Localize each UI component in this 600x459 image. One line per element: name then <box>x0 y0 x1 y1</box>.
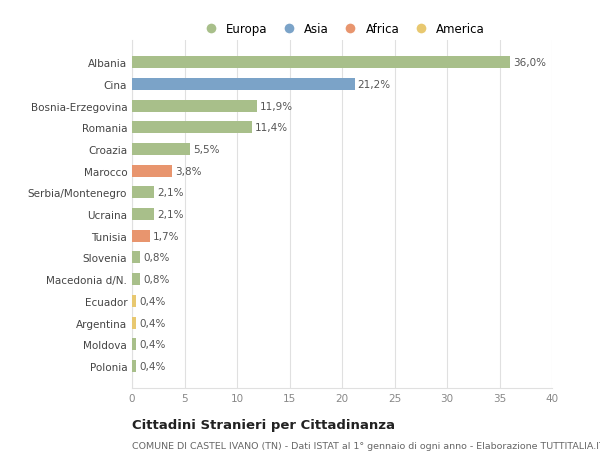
Text: 0,4%: 0,4% <box>139 318 166 328</box>
Bar <box>132 187 154 199</box>
Text: 3,8%: 3,8% <box>175 166 202 176</box>
Text: 0,8%: 0,8% <box>143 274 170 285</box>
Bar <box>132 360 136 372</box>
Text: COMUNE DI CASTEL IVANO (TN) - Dati ISTAT al 1° gennaio di ogni anno - Elaborazio: COMUNE DI CASTEL IVANO (TN) - Dati ISTAT… <box>132 441 600 450</box>
Text: 11,9%: 11,9% <box>260 101 293 112</box>
Bar <box>132 339 136 351</box>
Text: 2,1%: 2,1% <box>157 210 184 219</box>
Bar <box>132 144 190 156</box>
Text: 0,4%: 0,4% <box>139 340 166 349</box>
Text: Cittadini Stranieri per Cittadinanza: Cittadini Stranieri per Cittadinanza <box>132 418 395 431</box>
Bar <box>132 78 355 90</box>
Bar <box>132 57 510 69</box>
Text: 0,8%: 0,8% <box>143 253 170 263</box>
Bar <box>132 230 150 242</box>
Text: 11,4%: 11,4% <box>255 123 288 133</box>
Legend: Europa, Asia, Africa, America: Europa, Asia, Africa, America <box>196 19 488 39</box>
Bar <box>132 122 252 134</box>
Text: 1,7%: 1,7% <box>153 231 179 241</box>
Bar <box>132 274 140 285</box>
Text: 21,2%: 21,2% <box>358 80 391 90</box>
Bar <box>132 252 140 264</box>
Bar <box>132 209 154 220</box>
Bar <box>132 295 136 307</box>
Bar <box>132 317 136 329</box>
Text: 0,4%: 0,4% <box>139 296 166 306</box>
Text: 36,0%: 36,0% <box>513 58 546 68</box>
Bar <box>132 101 257 112</box>
Text: 2,1%: 2,1% <box>157 188 184 198</box>
Bar <box>132 165 172 177</box>
Text: 5,5%: 5,5% <box>193 145 220 155</box>
Text: 0,4%: 0,4% <box>139 361 166 371</box>
